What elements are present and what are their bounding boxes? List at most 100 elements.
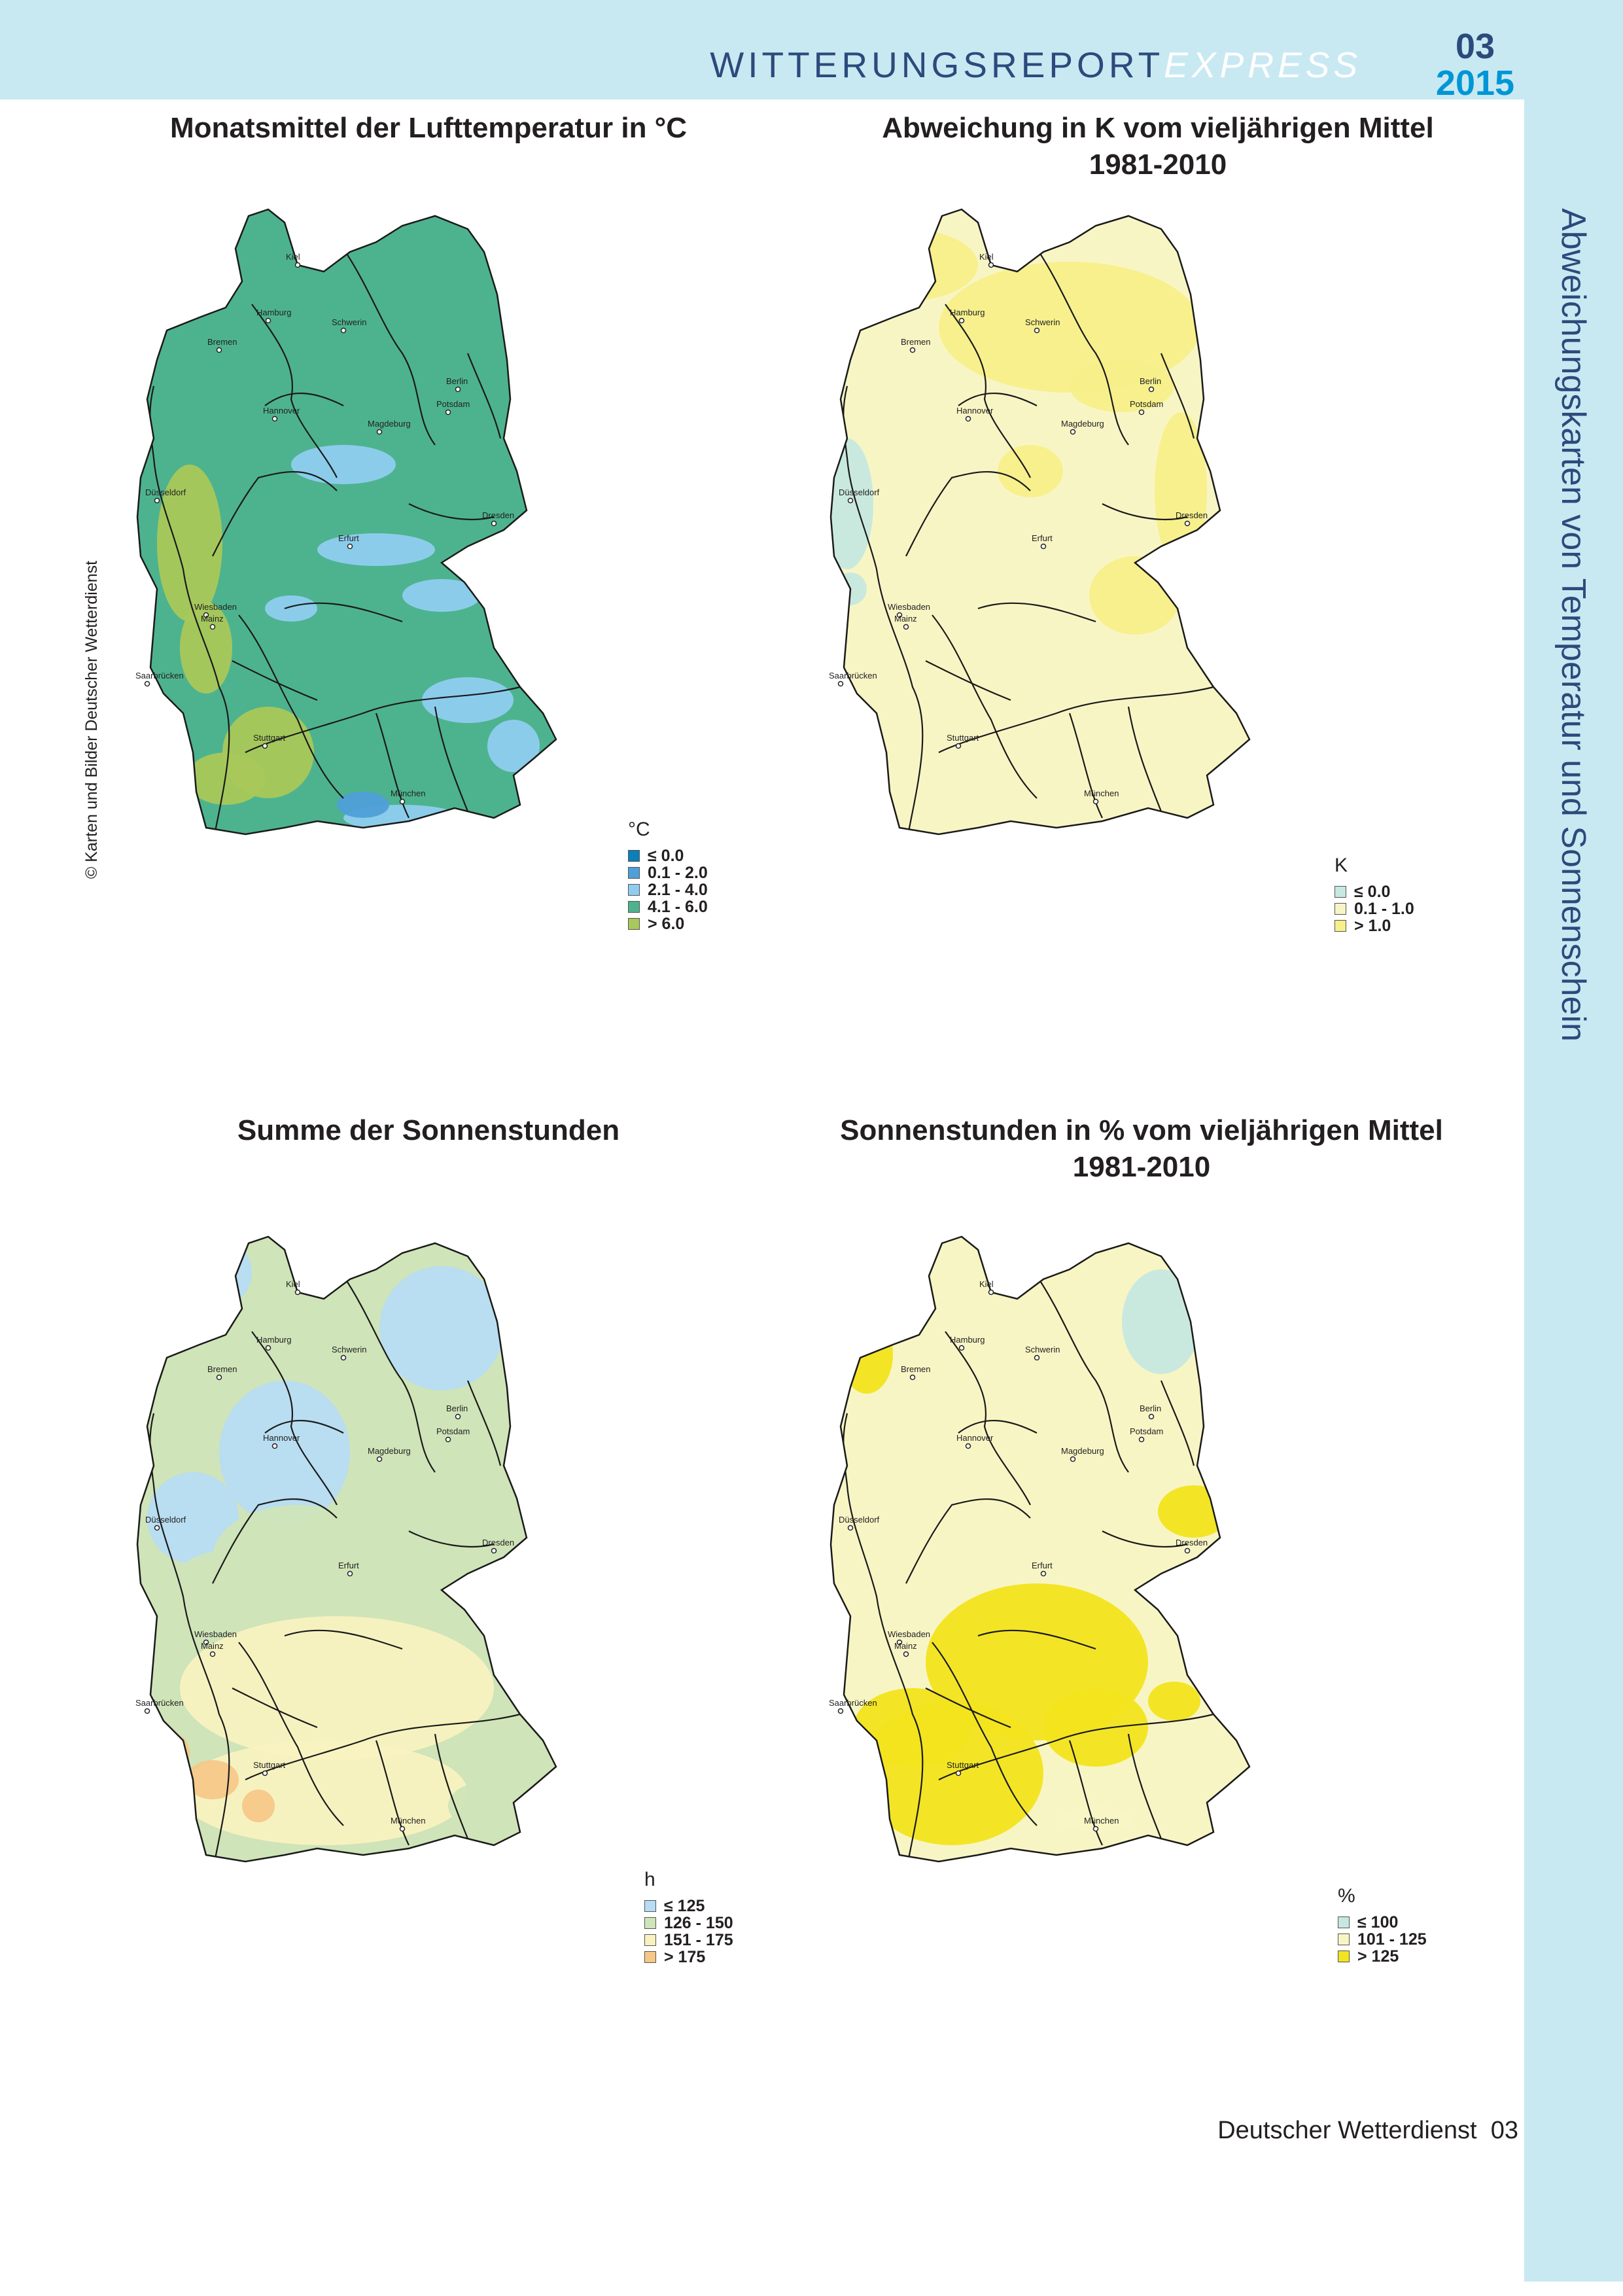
city-label: Dresden	[482, 510, 514, 520]
city-marker	[445, 1436, 451, 1443]
city-marker	[144, 1708, 150, 1714]
river-line	[925, 660, 1011, 701]
city-label: Dresden	[1176, 1538, 1208, 1547]
city-marker	[262, 1770, 268, 1776]
city-marker	[294, 1289, 301, 1296]
legend-swatch	[1338, 1951, 1350, 1962]
city-label: Schwerin	[1025, 317, 1060, 327]
city-label: Saarbrücken	[135, 671, 184, 680]
legend-row: 151 - 175	[644, 1932, 733, 1949]
value-zone	[1158, 1485, 1230, 1538]
city-label: Kiel	[286, 1279, 300, 1289]
legend-row: ≤ 100	[1338, 1914, 1427, 1931]
value-zone	[317, 533, 435, 566]
city-marker	[837, 680, 844, 687]
city-label: Wiesbaden	[888, 1629, 930, 1639]
river-line	[251, 1331, 338, 1506]
city-marker	[1034, 327, 1040, 334]
city-label: Schwerin	[332, 1345, 366, 1354]
city-label: Bremen	[901, 1364, 931, 1374]
city-marker	[909, 1374, 916, 1381]
city-marker	[265, 1345, 271, 1351]
city-marker	[1138, 1436, 1145, 1443]
city-label: Schwerin	[332, 317, 366, 327]
legend-swatch	[1338, 1934, 1350, 1945]
city-marker	[209, 1651, 216, 1657]
river-line	[1036, 1275, 1129, 1473]
legend-label: 2.1 - 4.0	[648, 881, 708, 899]
map-sunshine: Kiel Hamburg Schwerin Bremen Berlin Potsdam Ha…	[135, 1235, 557, 1863]
city-marker	[988, 262, 994, 268]
city-marker	[216, 1374, 222, 1381]
city-label: Hannover	[263, 406, 300, 415]
value-zone	[291, 445, 396, 484]
city-marker	[1184, 520, 1191, 527]
city-marker	[271, 415, 278, 422]
map-sunshine-percent: Kiel Hamburg Schwerin Bremen Berlin Potsdam Ha…	[829, 1235, 1251, 1863]
city-label: Stuttgart	[947, 1760, 979, 1770]
city-label: Saarbrücken	[135, 1698, 184, 1708]
legend-row: > 175	[644, 1949, 733, 1966]
rivers	[149, 248, 521, 834]
river-line	[1068, 1740, 1103, 1846]
legend-label: 4.1 - 6.0	[648, 898, 708, 916]
city-marker	[455, 1413, 461, 1420]
value-zone	[422, 677, 514, 723]
rivers	[843, 1275, 1214, 1862]
river-line	[264, 393, 344, 406]
country-border	[136, 208, 557, 836]
map-title-temperature-anomaly: Abweichung in K vom vieljährigen Mittel …	[882, 112, 1434, 181]
side-band	[1524, 99, 1623, 2282]
value-zone	[1070, 360, 1174, 412]
issue-year: 2015	[1435, 63, 1515, 103]
city-label: Potsdam	[1130, 1426, 1163, 1436]
legend-label: 151 - 175	[664, 1931, 733, 1949]
legend-row: ≤ 0.0	[1335, 883, 1414, 900]
value-zone	[1122, 1269, 1200, 1374]
legend-swatch	[628, 884, 640, 896]
city-label: München	[391, 788, 425, 798]
map-temperature: Kiel Hamburg Schwerin Bremen Berlin Potsdam Ha…	[135, 208, 557, 836]
brand-main: WITTERUNGSREPORT	[710, 44, 1164, 85]
city-label: Erfurt	[1032, 533, 1053, 543]
city-marker	[903, 1651, 909, 1657]
city-label: Potsdam	[1130, 399, 1163, 409]
river-line	[925, 1687, 1011, 1729]
city-label: Berlin	[1140, 376, 1161, 386]
legend-label: > 1.0	[1354, 917, 1391, 935]
river-line	[938, 1713, 1214, 1780]
river-line	[245, 1713, 521, 1780]
legend-unit: K	[1335, 855, 1348, 876]
city-marker	[376, 1456, 383, 1462]
map-title-sunshine-percent: Sonnenstunden in % vom vieljährigen Mitt…	[840, 1114, 1443, 1183]
city-marker	[340, 327, 347, 334]
legend-sunshine-percent: % ≤ 100 101 - 125 > 125	[1338, 1886, 1427, 1965]
city-marker	[265, 317, 271, 324]
river-line	[238, 614, 344, 799]
city-label: Saarbrücken	[829, 671, 877, 680]
legend-row: 4.1 - 6.0	[628, 898, 708, 915]
river-line	[149, 385, 230, 834]
river-line	[466, 353, 502, 439]
city-label: Hannover	[263, 1433, 300, 1443]
city-label: München	[1084, 1816, 1119, 1826]
value-zone	[219, 1381, 350, 1525]
river-line	[1127, 706, 1162, 812]
river-line	[843, 1413, 924, 1862]
city-label: Stuttgart	[253, 1760, 286, 1770]
river-line	[958, 1420, 1038, 1434]
city-marker	[1092, 798, 1099, 805]
legend-swatch	[628, 901, 640, 913]
value-zone	[448, 1783, 514, 1829]
river-line	[977, 602, 1096, 623]
river-line	[343, 1275, 436, 1473]
country-border	[829, 1235, 1251, 1863]
city-marker	[262, 743, 268, 749]
side-title: Abweichungskarten von Temperatur und Son…	[1554, 208, 1592, 1042]
legend-label: 0.1 - 1.0	[1354, 900, 1414, 918]
city-label: Dresden	[1176, 510, 1208, 520]
city-label: Berlin	[1140, 1404, 1161, 1413]
value-zones	[147, 1237, 527, 1845]
legend-row: ≤ 0.0	[628, 847, 708, 864]
city-marker	[955, 743, 962, 749]
